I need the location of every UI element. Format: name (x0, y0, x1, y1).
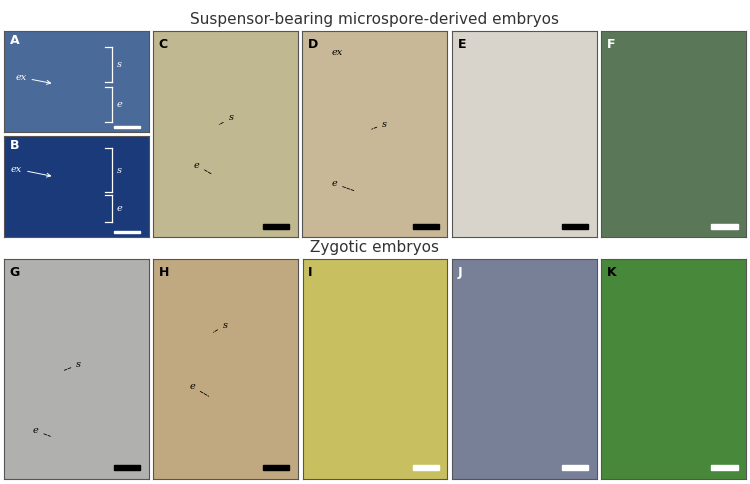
Bar (114, 126, 140, 128)
Bar (712, 224, 737, 229)
Text: e: e (332, 179, 355, 191)
Text: s: s (117, 166, 122, 175)
Text: ex: ex (332, 47, 343, 57)
Bar (413, 224, 439, 229)
Text: s: s (64, 360, 81, 370)
Text: A: A (10, 34, 20, 47)
Text: e: e (189, 382, 209, 396)
Text: e: e (117, 100, 122, 109)
Bar (114, 465, 140, 470)
Text: s: s (117, 60, 122, 69)
Bar (114, 230, 140, 233)
Bar (263, 224, 290, 229)
Text: H: H (159, 266, 170, 279)
Bar (712, 465, 737, 470)
Text: e: e (194, 161, 211, 174)
Text: e: e (117, 204, 122, 213)
Text: s: s (214, 320, 228, 333)
Text: I: I (308, 266, 313, 279)
Text: Zygotic embryos: Zygotic embryos (310, 240, 440, 255)
Bar (562, 224, 588, 229)
Text: e: e (33, 426, 50, 437)
Text: ex: ex (11, 165, 51, 177)
Text: E: E (458, 38, 466, 51)
Text: D: D (308, 38, 319, 51)
Bar (263, 465, 290, 470)
Text: F: F (607, 38, 616, 51)
Text: s: s (219, 113, 233, 125)
Bar (562, 465, 588, 470)
Text: ex: ex (15, 73, 51, 84)
Bar (413, 465, 439, 470)
Text: G: G (10, 266, 20, 279)
Text: K: K (608, 266, 616, 279)
Text: Suspensor-bearing microspore-derived embryos: Suspensor-bearing microspore-derived emb… (190, 12, 560, 27)
Text: B: B (10, 139, 19, 152)
Text: J: J (458, 266, 462, 279)
Text: s: s (372, 120, 387, 129)
Text: C: C (159, 38, 168, 51)
